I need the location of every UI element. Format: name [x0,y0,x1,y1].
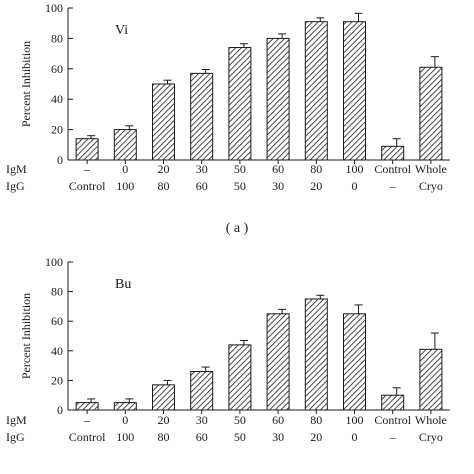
x-tick-label-igg: 0 [352,430,358,444]
x-tick-label-igm: 100 [346,413,364,427]
x-tick-label-igm: 100 [346,162,364,176]
x-tick-label-igg: – [389,179,397,193]
panel-label: Bu [115,277,131,292]
row-label-igg: IgG [6,430,25,444]
x-tick-label-igm: – [83,413,91,427]
bar [419,66,443,161]
x-tick-label-igg: 30 [272,179,284,193]
y-tick-label: 40 [51,344,63,358]
x-tick-label-igg: – [389,430,397,444]
x-tick-label-igg: Cryo [419,179,443,193]
y-tick-label: 100 [45,1,63,15]
bar [381,394,405,411]
y-tick-label: 20 [51,373,63,387]
x-tick-label-igg: 50 [234,179,246,193]
x-tick-label-igm: 60 [272,413,284,427]
bar [190,72,214,161]
bar [381,145,405,161]
x-tick-label-igg: 100 [116,430,134,444]
x-tick-label-igm: Control [374,413,411,427]
x-tick-label-igm: Whole [415,413,447,427]
x-tick-label-igm: 0 [122,162,128,176]
x-tick-label-igg: 100 [116,179,134,193]
bar [75,138,99,161]
x-tick-label-igm: 50 [234,162,246,176]
x-tick-label-igm: – [83,162,91,176]
x-tick-label-igg: Control [69,430,106,444]
bar [266,313,290,411]
x-tick-label-igg: 60 [196,430,208,444]
y-tick-label: 100 [45,255,63,269]
subcaption: ( a ) [226,221,249,236]
x-tick-label-igm: 50 [234,413,246,427]
y-axis-title: Percent Inhibition [19,41,33,127]
x-tick-label-igm: Control [374,162,411,176]
x-tick-label-igm: 80 [310,162,322,176]
x-tick-label-igm: 20 [158,413,170,427]
x-tick-label-igm: 80 [310,413,322,427]
y-tick-label: 0 [57,153,63,167]
row-label-igg: IgG [6,179,25,193]
bar [419,348,443,411]
chart-panel-1: 0 20 40 60 80 100 Percent Inhibition Bu IgM IgG – C… [6,255,450,444]
bar [343,313,366,411]
bar [152,384,175,411]
x-tick-label-igm: 20 [158,162,170,176]
bar [113,402,137,411]
x-tick-label-igg: 30 [272,430,284,444]
y-tick-label: 60 [51,62,63,76]
row-label-igm: IgM [6,162,27,176]
row-label-igm: IgM [6,413,27,427]
bar [266,37,290,161]
x-tick-label-igm: 60 [272,162,284,176]
bar [152,83,175,161]
y-tick-label: 0 [57,403,63,417]
x-tick-label-igm: 0 [122,413,128,427]
x-tick-label-igg: Control [69,179,106,193]
y-tick-label: 80 [51,31,63,45]
x-tick-label-igg: 80 [158,179,170,193]
x-tick-label-igg: 0 [352,179,358,193]
y-tick-label: 20 [51,123,63,137]
y-tick-label: 40 [51,92,63,106]
bar [343,21,366,161]
bar [304,298,328,411]
x-tick-label-igm: 30 [196,413,208,427]
bar [113,129,137,161]
bar [75,402,99,411]
y-axis-title: Percent Inhibition [19,293,33,379]
bar [228,344,252,411]
bar [228,47,252,161]
chart-panel-0: 0 20 40 60 80 100 Percent Inhibition Vi IgM IgG – C… [6,1,450,236]
x-tick-label-igm: 30 [196,162,208,176]
x-tick-label-igg: 60 [196,179,208,193]
y-tick-label: 60 [51,314,63,328]
panel-label: Vi [115,23,128,38]
x-tick-label-igg: 20 [310,179,322,193]
x-tick-label-igg: 20 [310,430,322,444]
x-tick-label-igg: 50 [234,430,246,444]
bar [190,371,214,411]
bar [304,21,328,161]
x-tick-label-igg: 80 [158,430,170,444]
x-tick-label-igm: Whole [415,162,447,176]
y-tick-label: 80 [51,285,63,299]
x-tick-label-igg: Cryo [419,430,443,444]
